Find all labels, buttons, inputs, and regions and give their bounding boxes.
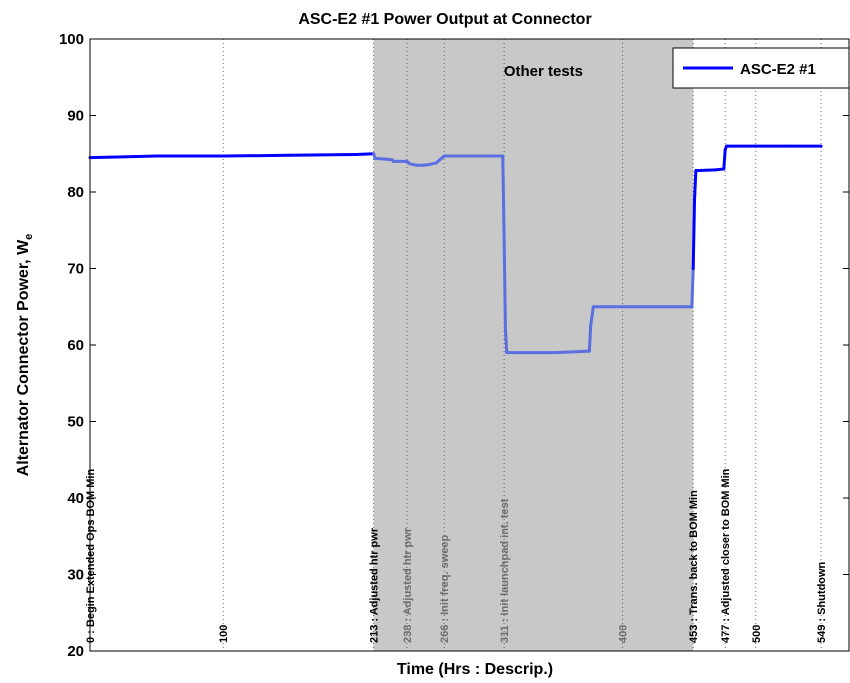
series-segment xyxy=(501,154,506,240)
series-segment xyxy=(503,328,509,355)
y-tick-label: 90 xyxy=(67,108,84,125)
series-segment xyxy=(554,349,591,355)
y-tick-label: 40 xyxy=(67,490,84,507)
event-marker-label: 311 : Init launchpad int. test xyxy=(499,498,511,643)
event-marker-label: 400 xyxy=(618,625,630,643)
series-segment xyxy=(354,152,376,157)
y-tick-label: 100 xyxy=(59,31,84,48)
shaded-region-layer: Other tests xyxy=(373,39,694,651)
event-marker-label: 213 : Adjusted htr pwr xyxy=(369,527,381,643)
y-axis-label: Alternator Connector Power, We xyxy=(15,234,35,477)
series-segment xyxy=(589,305,595,328)
event-marker-label: 238 : Adjusted htr pwr xyxy=(402,527,414,643)
series-segment xyxy=(722,148,727,171)
event-marker-label: 453 : Trans. back to BOM Min xyxy=(688,490,700,643)
y-axis-label-text: Alternator Connector Power, W xyxy=(15,239,32,476)
series-segment xyxy=(694,168,718,173)
series-segment xyxy=(434,154,446,165)
chart-title: ASC-E2 #1 Power Output at Connector xyxy=(298,11,591,28)
series-segment xyxy=(690,267,695,309)
y-tick-label: 20 xyxy=(67,643,84,660)
series-segment xyxy=(373,156,388,161)
legend-box xyxy=(672,47,850,89)
x-axis-label: Time (Hrs : Descrip.) xyxy=(397,661,553,678)
event-marker-label: 500 xyxy=(751,625,763,643)
shaded-region-label: Other tests xyxy=(504,63,583,80)
event-marker-label: 0 : Begin Extended Ops BOM Min xyxy=(85,469,97,643)
event-marker-label: 549 : Shutdown xyxy=(816,561,828,643)
y-axis-ticks: 20 30 40 50 60 70 80 90 100 xyxy=(59,31,849,660)
series-segment xyxy=(502,236,507,332)
shaded-region xyxy=(373,39,694,651)
series-segment xyxy=(693,169,698,202)
series-segment xyxy=(221,153,292,158)
event-marker-label: 477 : Adjusted closer to BOM Min xyxy=(720,468,732,643)
event-marker-label: 266 : Init freq. sweep xyxy=(439,535,451,643)
series-segment xyxy=(288,153,358,157)
y-tick-label: 30 xyxy=(67,567,84,584)
y-tick-label: 70 xyxy=(67,261,84,278)
y-tick-label: 50 xyxy=(67,414,84,431)
series-segment xyxy=(691,198,697,270)
y-tick-label: 80 xyxy=(67,184,84,201)
series-segment xyxy=(88,154,159,160)
y-tick-label: 60 xyxy=(67,337,84,354)
legend-entry-label: ASC-E2 #1 xyxy=(740,61,816,78)
event-marker-label: 100 xyxy=(218,625,230,643)
series-segment xyxy=(587,324,593,353)
event-label-layer: 0 : Begin Extended Ops BOM Min 100 213 : A… xyxy=(85,468,828,643)
legend: ASC-E2 #1 xyxy=(672,47,850,89)
series-layer xyxy=(88,144,823,355)
y-axis-label-subscript: e xyxy=(23,234,35,240)
